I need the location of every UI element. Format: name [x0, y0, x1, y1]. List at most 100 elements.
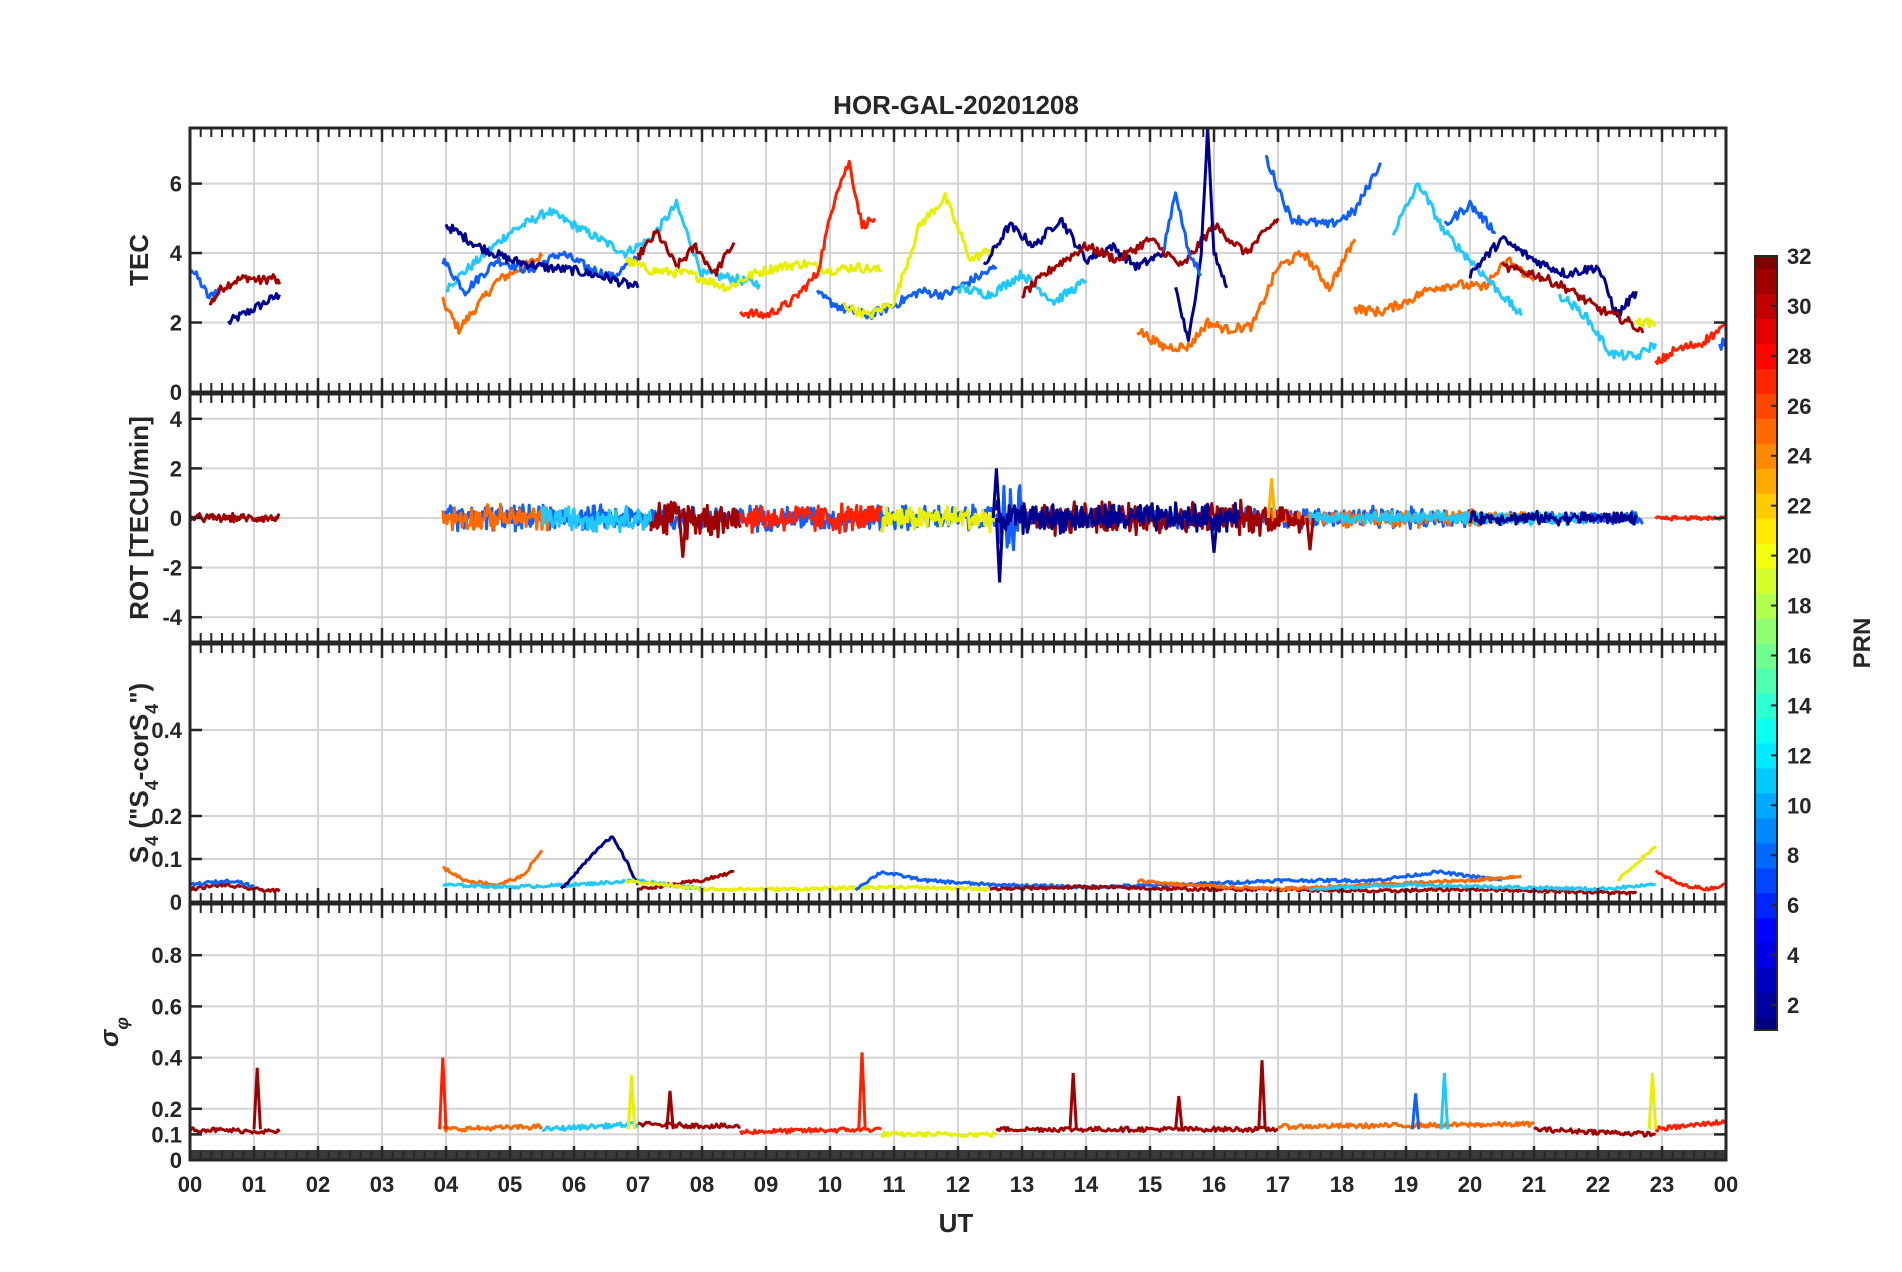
- x-tick-label: 19: [1394, 1172, 1418, 1197]
- colorbar-swatch: [1755, 618, 1777, 644]
- series-line-9: [625, 256, 882, 293]
- series-line-1: [190, 882, 281, 894]
- colorbar-tick-label: 24: [1787, 444, 1812, 469]
- series-line-13: [1654, 869, 1726, 892]
- y-tick-label: 0.6: [151, 994, 182, 1019]
- colorbar-tick-label: 14: [1787, 693, 1812, 718]
- spike-7: [1174, 1095, 1184, 1130]
- x-tick-label: 17: [1266, 1172, 1290, 1197]
- series-line-2: [442, 1123, 544, 1133]
- series-line-16: [1174, 128, 1229, 343]
- series-line-21: [1391, 182, 1523, 316]
- series-line-9: [989, 884, 1638, 896]
- series-line-1: [190, 511, 281, 524]
- series-line-7: [879, 505, 998, 534]
- series-line-5: [649, 498, 1306, 541]
- x-tick-label: 08: [690, 1172, 714, 1197]
- series-line-26: [1635, 317, 1657, 329]
- x-tick-label: 02: [306, 1172, 330, 1197]
- y-tick-label: 0.1: [151, 1122, 182, 1147]
- y-tick-label: 2: [170, 456, 182, 481]
- colorbar-tick-label: 20: [1787, 544, 1811, 569]
- x-tick-label: 18: [1330, 1172, 1354, 1197]
- colorbar-swatch: [1755, 343, 1777, 369]
- y-tick-label: -2: [162, 556, 182, 581]
- colorbar-swatch: [1755, 593, 1777, 619]
- colorbar-swatch: [1755, 256, 1777, 270]
- x-tick-label: 20: [1458, 1172, 1482, 1197]
- y-axis-label: TEC: [124, 234, 154, 286]
- series-line-10: [1654, 1119, 1726, 1133]
- x-major-ticks: [188, 904, 1728, 1160]
- colorbar-tick-label: 10: [1787, 793, 1811, 818]
- series-line-7: [444, 223, 640, 290]
- series-line-1: [190, 1126, 281, 1135]
- x-tick-label: 03: [370, 1172, 394, 1197]
- series-line-10: [1137, 874, 1522, 892]
- colorbar-tick-label: 32: [1787, 244, 1811, 269]
- series-line-4: [540, 504, 1587, 534]
- spike-3: [678, 517, 688, 558]
- series-line-14: [956, 269, 1088, 306]
- colorbar-swatch: [1755, 992, 1777, 1019]
- colorbar-swatch: [1755, 767, 1777, 794]
- y-tick-label: 2: [170, 311, 182, 336]
- series-line-6: [880, 1130, 997, 1139]
- x-tick-label: 22: [1586, 1172, 1610, 1197]
- series-line-5: [560, 835, 640, 890]
- spike-5: [1209, 517, 1219, 553]
- colorbar-swatch: [1755, 942, 1777, 969]
- series-line-9: [1533, 1126, 1656, 1138]
- colorbar-swatch: [1755, 418, 1777, 444]
- spike-4: [665, 1090, 675, 1130]
- series-line-12: [842, 191, 997, 319]
- x-tick-label: 15: [1138, 1172, 1162, 1197]
- series-line-2: [190, 268, 221, 300]
- colorbar-swatch: [1755, 792, 1777, 819]
- colorbar-swatch: [1755, 892, 1777, 919]
- x-tick-label: 21: [1522, 1172, 1546, 1197]
- y-axis-label: S4 ("S4-corS4"): [124, 683, 162, 863]
- y-tick-label: 0.2: [151, 804, 182, 829]
- colorbar-swatch: [1755, 967, 1777, 994]
- colorbar-swatch: [1755, 393, 1777, 419]
- spike-10: [1439, 1072, 1450, 1130]
- x-tick-label: 23: [1650, 1172, 1674, 1197]
- spike-9: [1410, 1093, 1421, 1130]
- series-line-7: [995, 1125, 1279, 1134]
- spike-6: [1305, 517, 1315, 551]
- colorbar-swatch: [1755, 368, 1777, 394]
- colorbar-tick-label: 26: [1787, 394, 1811, 419]
- spike-2: [991, 468, 1002, 519]
- colorbar-tick-label: 8: [1787, 843, 1799, 868]
- y-tick-label: 0.2: [151, 1097, 182, 1122]
- spike-1: [252, 1067, 262, 1130]
- colorbar-tick-label: 4: [1787, 943, 1800, 968]
- y-axis-label: σφ: [94, 1017, 132, 1047]
- panel-4: 00.10.2 0.4 0.6 0.8 σφ: [94, 902, 1728, 1173]
- y-tick-label: 0: [170, 890, 182, 915]
- colorbar-swatch: [1755, 293, 1777, 320]
- colorbar-swatch: [1755, 518, 1777, 544]
- series-line-5: [444, 198, 761, 293]
- spike-4: [1266, 478, 1277, 519]
- colorbar-label: PRN: [1849, 618, 1876, 669]
- data-layer: [190, 835, 1726, 896]
- x-tick-label: 13: [1010, 1172, 1034, 1197]
- colorbar-swatch: [1755, 667, 1777, 694]
- colorbar-swatch: [1755, 842, 1777, 869]
- colorbar-tick-label: 18: [1787, 594, 1811, 619]
- series-line-15: [1021, 217, 1280, 299]
- panel-3: 0 0.1 0.2 0.4S4 ("S4-corS4"): [124, 642, 1728, 915]
- series-line-17: [1161, 191, 1202, 277]
- colorbar-swatch: [1755, 717, 1777, 744]
- x-tick-label: 01: [242, 1172, 266, 1197]
- colorbar-swatch: [1755, 468, 1777, 494]
- y-tick-label: 4: [170, 407, 183, 432]
- y-tick-label: -4: [162, 605, 182, 630]
- y-tick-label: 0.4: [151, 718, 182, 743]
- colorbar-tick-label: 28: [1787, 344, 1811, 369]
- colorbar-swatch: [1755, 493, 1777, 519]
- x-axis-label: UT: [939, 1208, 974, 1238]
